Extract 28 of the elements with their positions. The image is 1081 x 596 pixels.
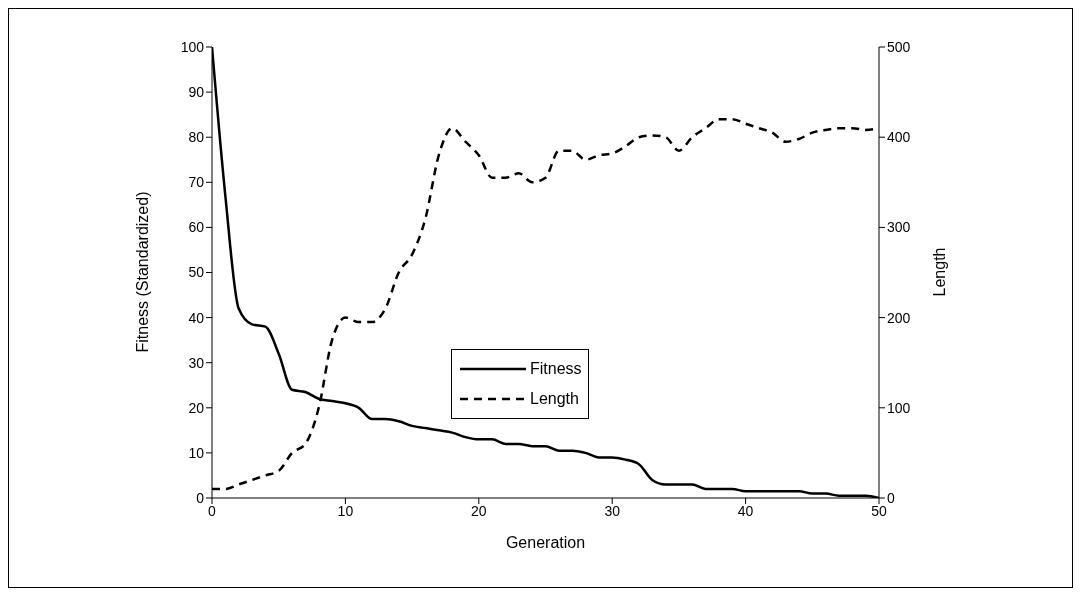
x-tick-label: 20 (471, 502, 487, 519)
x-tick-label: 40 (737, 502, 754, 519)
y-tick-label: 20 (188, 399, 205, 416)
y2-tick-label: 500 (887, 38, 911, 55)
y-tick-label: 0 (196, 489, 205, 506)
y2-axis-title: Length (930, 247, 948, 297)
y2-tick-label: 200 (887, 309, 911, 326)
y-tick-label: 80 (188, 129, 205, 146)
y-tick-label: 60 (188, 219, 205, 236)
y-tick-label: 100 (180, 38, 205, 55)
x-tick-label: 0 (208, 502, 217, 519)
x-tick-label: 10 (337, 502, 354, 519)
y-tick-label: 90 (188, 84, 205, 101)
y2-tick-label: 400 (887, 129, 911, 146)
y-axis-title: Fitness (Standardized) (133, 191, 151, 353)
legend-label: Fitness (530, 359, 582, 379)
y-tick-label: 50 (188, 264, 205, 281)
y2-tick-label: 300 (887, 219, 911, 236)
x-axis-title: Generation (505, 534, 586, 551)
x-tick-label: 50 (871, 502, 887, 519)
y-tick-label: 70 (188, 174, 205, 191)
y-tick-label: 30 (188, 354, 205, 371)
y2-tick-label: 0 (887, 489, 895, 506)
x-tick-label: 30 (604, 502, 621, 519)
y-tick-label: 40 (188, 309, 205, 326)
y-tick-label: 10 (188, 444, 205, 461)
legend-label: Length (530, 389, 579, 409)
y2-tick-label: 100 (887, 399, 911, 416)
